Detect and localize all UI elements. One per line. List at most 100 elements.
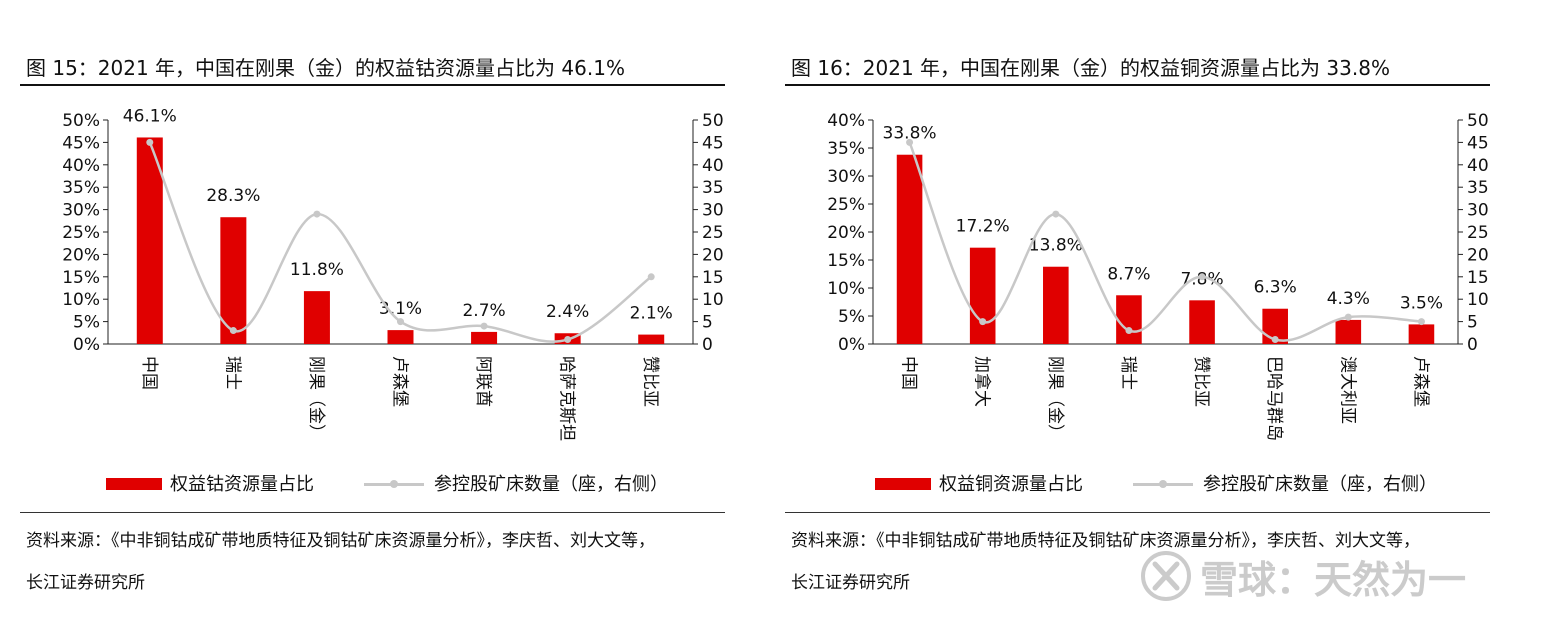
y-right-tick-label: 40 <box>1467 156 1489 176</box>
y-right-tick-label: 25 <box>702 223 724 243</box>
source-text: 资料来源：《中非铜钴成矿带地质特征及铜钴矿床资源量分析》，李庆哲、刘大文等， <box>791 531 1420 551</box>
bar <box>303 291 330 344</box>
line-point <box>979 318 987 326</box>
y-right-tick-label: 50 <box>1467 111 1489 131</box>
bar-value-label: 4.3% <box>1327 289 1370 309</box>
y-left-tick-label: 30% <box>827 167 865 187</box>
y-right-tick-label: 15 <box>1467 268 1489 288</box>
y-right-tick-label: 20 <box>702 245 724 265</box>
y-right-tick-label: 40 <box>702 156 724 176</box>
bar-value-label: 2.4% <box>546 302 589 322</box>
y-left-tick-label: 15% <box>62 268 100 288</box>
source-rule <box>20 512 725 513</box>
chart-legend: 权益钴资源量占比 参控股矿床数量（座，右侧） <box>20 468 725 496</box>
y-left-tick-label: 40% <box>62 156 100 176</box>
source-org: 长江证券研究所 <box>791 573 910 593</box>
bar <box>1335 319 1362 344</box>
line-point <box>647 273 655 281</box>
legend-bar-swatch <box>106 478 162 490</box>
bar-value-label: 8.7% <box>1107 264 1150 284</box>
y-right-tick-label: 30 <box>1467 201 1489 221</box>
source-rule <box>785 512 1490 513</box>
legend-line-label: 参控股矿床数量（座，右侧） <box>434 474 668 495</box>
y-left-tick-label: 15% <box>827 251 865 271</box>
y-left-tick-label: 5% <box>73 313 100 333</box>
line-point <box>229 327 237 335</box>
y-left-tick-label: 20% <box>62 245 100 265</box>
x-tick-label: 哈萨克斯坦 <box>557 356 577 441</box>
legend-line-marker <box>390 480 398 488</box>
snowball-logo-icon <box>1141 551 1191 601</box>
bar <box>969 247 996 344</box>
bar-value-label: 2.1% <box>630 304 673 324</box>
x-tick-label: 巴哈马群岛 <box>1264 356 1284 441</box>
y-left-tick-label: 35% <box>827 139 865 159</box>
y-right-tick-label: 15 <box>702 268 724 288</box>
y-left-tick-label: 45% <box>62 133 100 153</box>
chart-legend: 权益铜资源量占比 参控股矿床数量（座，右侧） <box>785 468 1490 496</box>
bar <box>1408 324 1435 344</box>
x-tick-label: 瑞士 <box>1118 356 1138 390</box>
x-tick-label: 刚果（金） <box>1045 356 1065 441</box>
line-point <box>1417 318 1425 326</box>
y-right-tick-label: 10 <box>1467 290 1489 310</box>
source-text: 资料来源：《中非铜钴成矿带地质特征及铜钴矿床资源量分析》，李庆哲、刘大文等， <box>26 531 655 551</box>
y-right-tick-label: 35 <box>1467 178 1489 198</box>
bar <box>1043 266 1069 344</box>
x-tick-label: 赞比亚 <box>1191 356 1211 407</box>
x-tick-label: 阿联酋 <box>473 356 493 407</box>
bar-value-label: 17.2% <box>956 217 1010 237</box>
y-left-tick-label: 5% <box>838 307 865 327</box>
x-tick-label: 卢森堡 <box>1410 356 1430 407</box>
bar-value-label: 13.8% <box>1029 236 1083 256</box>
line-point <box>313 210 321 218</box>
bar-value-label: 33.8% <box>883 124 937 144</box>
line-point <box>906 138 914 146</box>
legend-bar-swatch <box>875 478 931 490</box>
x-tick-label: 澳大利亚 <box>1337 356 1357 424</box>
y-right-tick-label: 35 <box>702 178 724 198</box>
y-right-tick-label: 0 <box>702 335 713 355</box>
y-right-tick-label: 20 <box>1467 245 1489 265</box>
bar <box>471 331 498 344</box>
legend-line-label: 参控股矿床数量（座，右侧） <box>1203 474 1437 495</box>
y-right-tick-label: 0 <box>1467 335 1478 355</box>
y-left-tick-label: 30% <box>62 201 100 221</box>
y-right-tick-label: 10 <box>702 290 724 310</box>
chart-plot-copper: 0%5%10%15%20%25%30%35%40%051015202530354… <box>827 111 1489 441</box>
y-right-tick-label: 5 <box>702 313 713 333</box>
line-point <box>1271 336 1279 344</box>
bar-value-label: 46.1% <box>123 106 177 126</box>
bar <box>1189 300 1215 344</box>
x-tick-label: 刚果（金） <box>306 356 326 441</box>
line-point <box>564 336 572 344</box>
chart-panel-cobalt: 图 15：2021 年，中国在刚果（金）的权益钴资源量占比为 46.1% 0% 5… <box>20 0 770 623</box>
y-left-tick-label: 0% <box>838 335 865 355</box>
title-rule <box>785 84 1490 86</box>
y-right-tick-label: 50 <box>702 111 724 131</box>
bar <box>638 334 665 344</box>
y-left-tick-label: 0% <box>73 335 100 355</box>
y-left-tick-label: 25% <box>827 195 865 215</box>
watermark: 雪球：天然为一 <box>1140 548 1466 604</box>
bar-value-label: 6.3% <box>1254 278 1297 298</box>
bar-value-label: 11.8% <box>290 260 344 280</box>
x-tick-label: 中国 <box>139 356 159 390</box>
y-left-tick-label: 50% <box>62 111 100 131</box>
bar-value-label: 3.1% <box>379 299 422 319</box>
bar <box>136 137 163 344</box>
bar <box>1116 295 1142 344</box>
watermark-text: 雪球：天然为一 <box>1200 557 1467 602</box>
bar <box>387 330 414 344</box>
x-tick-label: 卢森堡 <box>390 356 410 407</box>
chart-title: 图 16：2021 年，中国在刚果（金）的权益铜资源量占比为 33.8% <box>791 56 1390 80</box>
legend-bar-label: 权益铜资源量占比 <box>939 474 1083 495</box>
y-left-tick-label: 35% <box>62 178 100 198</box>
title-rule <box>20 84 725 86</box>
line-point <box>1344 313 1352 321</box>
y-right-tick-label: 5 <box>1467 313 1478 333</box>
x-tick-label: 加拿大 <box>972 356 993 407</box>
x-tick-label: 中国 <box>899 356 919 390</box>
line-point <box>397 318 404 326</box>
y-left-tick-label: 10% <box>62 290 100 310</box>
